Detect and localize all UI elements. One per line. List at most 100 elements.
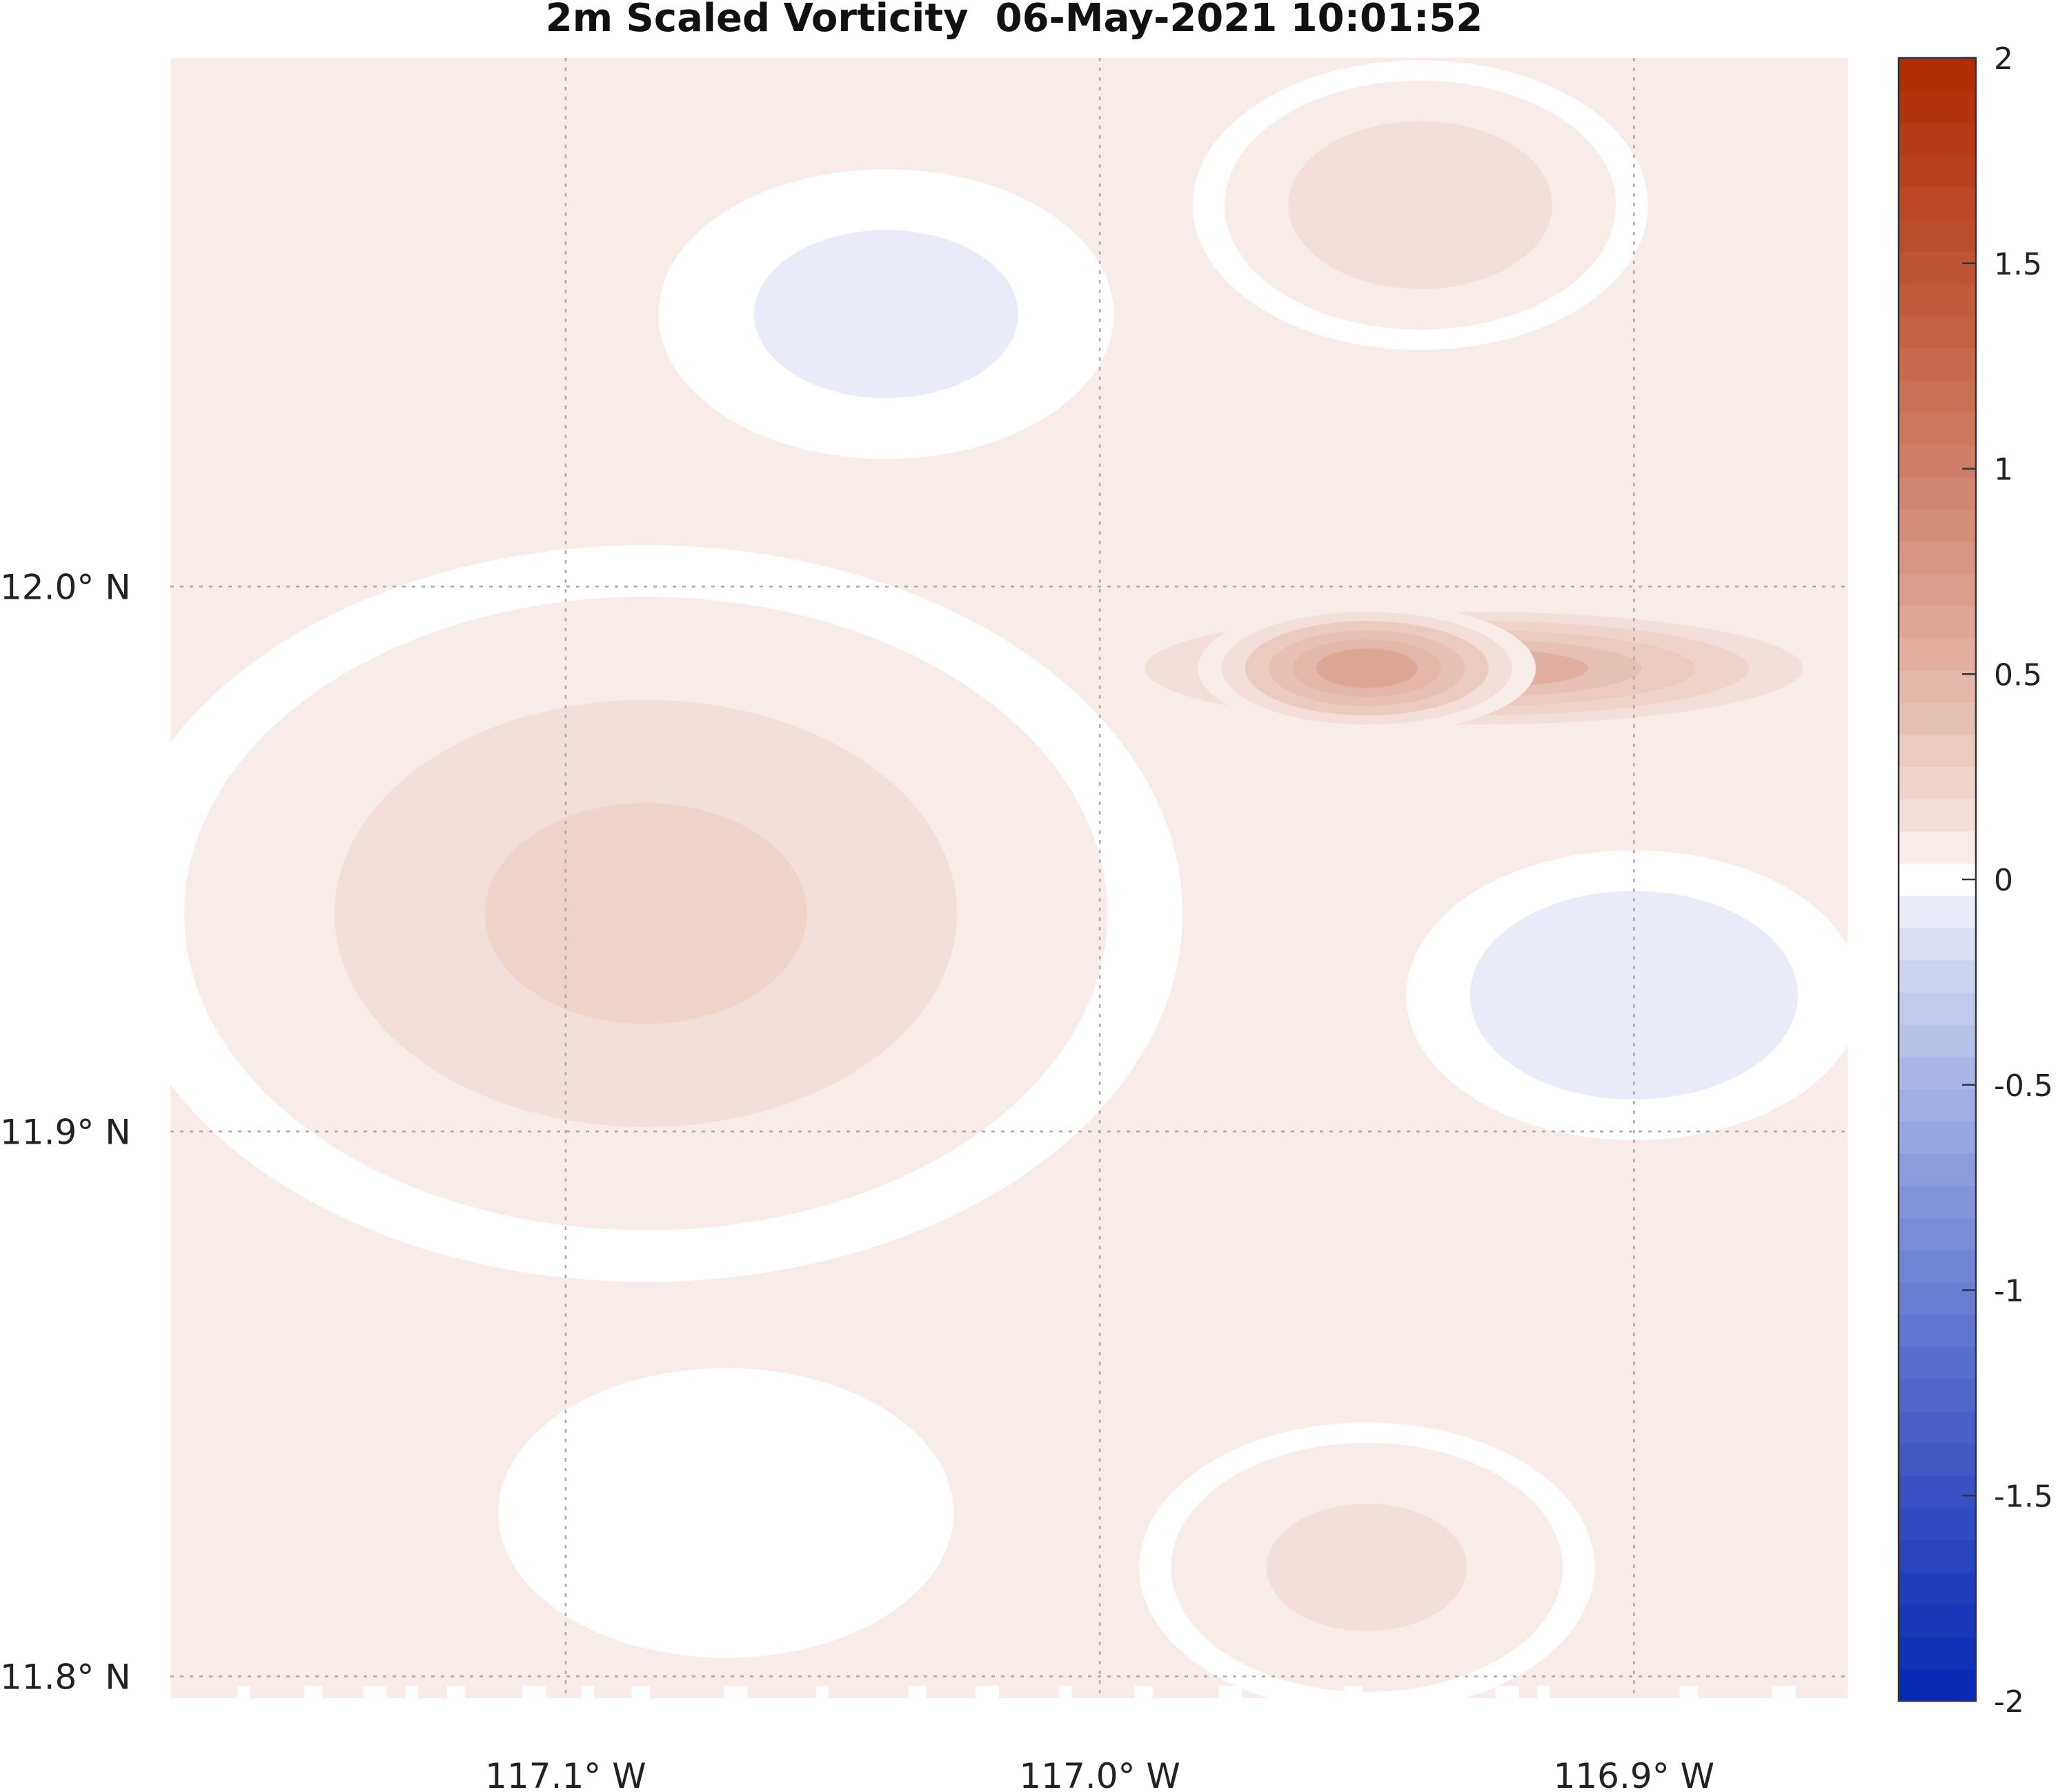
mask-notch xyxy=(1344,1686,1363,1698)
colorbar-level xyxy=(1899,155,1976,188)
colorbar-level xyxy=(1899,606,1976,639)
land-mask xyxy=(237,1686,1796,1698)
colorbar-level xyxy=(1899,1153,1976,1186)
colorbar-level xyxy=(1899,959,1976,993)
mask-notch xyxy=(363,1686,387,1698)
colorbar-tick-label: -1.5 xyxy=(1994,1479,2053,1514)
colorbar-level xyxy=(1899,1217,1976,1251)
colorbar-level xyxy=(1899,1282,1976,1315)
colorbar-level xyxy=(1899,1088,1976,1122)
colorbar-level xyxy=(1899,219,1976,252)
colorbar-level xyxy=(1899,1669,1976,1702)
colorbar-level xyxy=(1899,1056,1976,1090)
colorbar-level xyxy=(1899,90,1976,123)
mask-notch xyxy=(975,1686,999,1698)
colorbar-level xyxy=(1899,992,1976,1025)
colorbar-level xyxy=(1899,1346,1976,1380)
colorbar-level xyxy=(1899,1636,1976,1669)
colorbar-level xyxy=(1899,1540,1976,1573)
colorbar-level xyxy=(1899,928,1976,961)
x-tick-label: 117.0° W xyxy=(1019,1756,1180,1792)
mask-notch xyxy=(522,1686,546,1698)
mask-notch xyxy=(237,1686,250,1698)
mask-notch xyxy=(1134,1686,1153,1698)
colorbar-level xyxy=(1899,670,1976,703)
colorbar-tick-label: 0.5 xyxy=(1994,657,2042,693)
colorbar-level xyxy=(1899,1572,1976,1605)
colorbar-level xyxy=(1899,1314,1976,1347)
x-tick-label: 116.9° W xyxy=(1554,1756,1714,1792)
y-tick-label: 11.9° N xyxy=(0,1112,131,1152)
mask-notch xyxy=(1495,1686,1519,1698)
colorbar-level xyxy=(1899,702,1976,735)
x-tick-label: 117.1° W xyxy=(485,1756,646,1792)
colorbar-level xyxy=(1899,1411,1976,1444)
field-contour-positive_lobe-4-5 xyxy=(1352,161,1489,249)
y-tick-label: 12.0° N xyxy=(0,567,131,607)
colorbar-tick-label: 1 xyxy=(1994,452,2013,488)
mask-notch xyxy=(724,1686,748,1698)
colorbar-level xyxy=(1899,186,1976,220)
colorbar-level xyxy=(1899,1185,1976,1219)
mask-notch xyxy=(1537,1686,1550,1698)
mask-notch xyxy=(908,1686,927,1698)
mask-notch xyxy=(581,1686,594,1698)
colorbar-level xyxy=(1899,637,1976,671)
chart-title: 2m Scaled Vorticity 06-May-2021 10:01:52 xyxy=(545,0,1483,41)
colorbar-level xyxy=(1899,895,1976,928)
colorbar-tick-label: -0.5 xyxy=(1994,1068,2053,1104)
colorbar-level xyxy=(1899,1378,1976,1412)
mask-notch xyxy=(304,1686,323,1698)
colorbar-level xyxy=(1899,58,1976,91)
colorbar-level xyxy=(1899,1475,1976,1509)
colorbar-level xyxy=(1899,315,1976,348)
mask-notch xyxy=(815,1686,829,1698)
colorbar-level xyxy=(1899,1604,1976,1637)
colorbar-level xyxy=(1899,541,1976,574)
colorbar: 2 1.5 1 0.5 0 -0.5 -1 -1.5 -2 xyxy=(1897,41,2053,1720)
mask-notch xyxy=(1679,1686,1698,1698)
colorbar-level xyxy=(1899,251,1976,284)
colorbar-level xyxy=(1899,1443,1976,1476)
colorbar-level xyxy=(1899,766,1976,799)
field-contour-negative_lobe-1-5 xyxy=(818,270,955,358)
colorbar-level xyxy=(1899,1250,1976,1283)
mask-notch xyxy=(631,1686,650,1698)
colorbar-tick-label: 0 xyxy=(1994,863,2013,898)
colorbar-level xyxy=(1899,573,1976,606)
colorbar-level xyxy=(1899,122,1976,155)
grid-lines xyxy=(170,58,1848,1698)
mask-notch xyxy=(1277,1686,1290,1698)
field-contour-broad_positive-5-5 xyxy=(484,803,807,1024)
colorbar-level xyxy=(1899,799,1976,832)
mask-notch xyxy=(405,1686,418,1698)
colorbar-level xyxy=(1899,412,1976,446)
colorbar-level xyxy=(1899,508,1976,542)
colorbar-level xyxy=(1899,477,1976,510)
colorbar-level xyxy=(1899,1121,1976,1154)
colorbar-tick-label: 1.5 xyxy=(1994,247,2042,282)
mask-notch xyxy=(1772,1686,1796,1698)
vorticity-field xyxy=(170,58,1848,1698)
colorbar-level xyxy=(1899,830,1976,864)
colorbar-tick-label: 2 xyxy=(1994,41,2013,77)
colorbar-level xyxy=(1899,283,1976,317)
colorbar-tick-label: -1 xyxy=(1994,1274,2024,1309)
field-contour-positive_lobe-3-5 xyxy=(1298,1524,1436,1611)
mask-notch xyxy=(1218,1686,1243,1698)
colorbar-level xyxy=(1899,444,1976,477)
colorbar-level xyxy=(1899,348,1976,381)
y-tick-label: 11.8° N xyxy=(0,1657,131,1697)
field-contour-negative_lobe-0-5 xyxy=(657,1469,795,1557)
y-axis: 12.0° N 11.9° N 11.8° N xyxy=(0,567,131,1697)
colorbar-level xyxy=(1899,1024,1976,1057)
colorbar-tick-label: -2 xyxy=(1994,1684,2024,1720)
field-contour-ridge-7-5 xyxy=(1316,648,1418,688)
colorbar-level xyxy=(1899,1507,1976,1541)
mask-notch xyxy=(447,1686,466,1698)
mask-notch xyxy=(1059,1686,1072,1698)
colorbar-level xyxy=(1899,380,1976,413)
x-axis: 117.1° W 117.0° W 116.9° W xyxy=(485,1756,1714,1792)
colorbar-level xyxy=(1899,734,1976,768)
